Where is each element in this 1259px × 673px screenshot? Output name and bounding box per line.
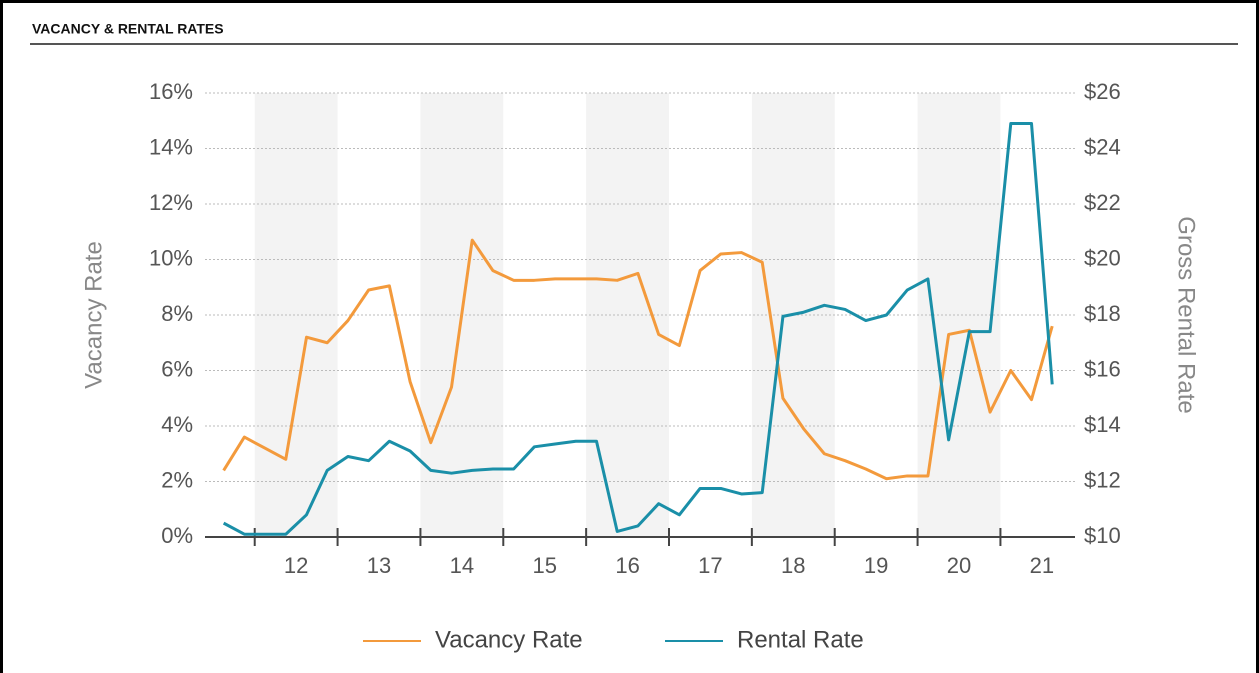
y-axis-label: Vacancy Rate	[80, 241, 107, 389]
year-band	[586, 93, 669, 537]
y-tick-label: 6%	[161, 356, 193, 381]
y-tick-label: 14%	[149, 134, 193, 159]
legend-label: Rental Rate	[737, 626, 864, 653]
x-tick-label: 13	[367, 553, 391, 578]
x-tick-label: 12	[284, 553, 308, 578]
y2-tick-label: $22	[1084, 190, 1121, 215]
y2-tick-label: $24	[1084, 134, 1121, 159]
x-tick-label: 17	[698, 553, 722, 578]
y-tick-label: 2%	[161, 467, 193, 492]
legend-label: Vacancy Rate	[435, 626, 583, 653]
y-tick-label: 16%	[149, 79, 193, 104]
series-line	[222, 238, 1054, 481]
x-tick-label: 15	[532, 553, 556, 578]
year-band	[254, 93, 338, 537]
x-tick-label: 21	[1030, 553, 1054, 578]
y2-tick-label: $26	[1084, 79, 1121, 104]
y2-tick-label: $10	[1084, 523, 1121, 548]
y2-tick-label: $18	[1084, 301, 1121, 326]
series-line	[222, 122, 1054, 536]
y-tick-label: 10%	[149, 245, 193, 270]
y-tick-label: 12%	[149, 190, 193, 215]
y-tick-label: 4%	[161, 412, 193, 437]
y2-axis-label: Gross Rental Rate	[1173, 216, 1200, 413]
y2-tick-label: $14	[1084, 412, 1121, 437]
y2-tick-label: $12	[1084, 467, 1121, 492]
x-tick-label: 20	[947, 553, 971, 578]
x-tick-label: 14	[450, 553, 474, 578]
x-tick-label: 18	[781, 553, 805, 578]
x-tick-label: 19	[864, 553, 888, 578]
chart-title: VACANCY & RENTAL RATES	[32, 21, 224, 37]
y-tick-label: 8%	[161, 301, 193, 326]
y-tick-label: 0%	[161, 523, 193, 548]
y2-tick-label: $16	[1084, 356, 1121, 381]
x-tick-label: 16	[615, 553, 639, 578]
y2-tick-label: $20	[1084, 245, 1121, 270]
